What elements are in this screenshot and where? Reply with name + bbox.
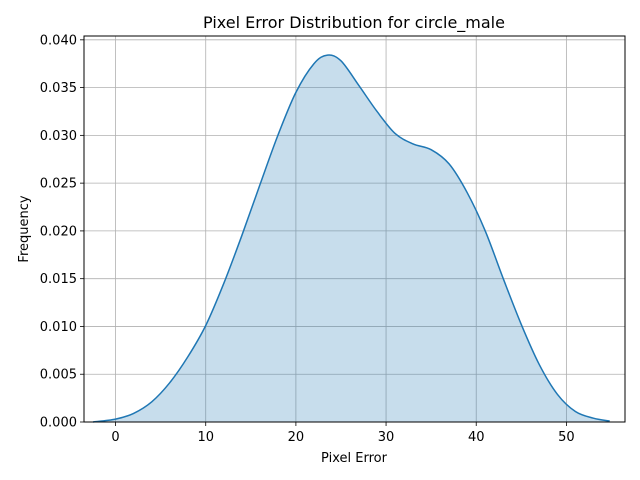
x-axis-label: Pixel Error xyxy=(321,451,388,466)
axes-frame xyxy=(83,35,626,423)
x-tick-label: 0 xyxy=(111,430,119,445)
y-tick-label: 0.020 xyxy=(40,224,77,239)
plot-area xyxy=(92,54,610,423)
x-tick-label: 20 xyxy=(288,430,305,445)
x-ticks: 0 10 20 30 40 50 xyxy=(111,422,575,445)
y-ticks: 0.000 0.005 0.010 0.015 0.020 0.025 0.030 0.035… xyxy=(40,33,84,431)
chart-title: Pixel Error Distribution for circle_male xyxy=(203,13,505,33)
y-tick-label: 0.030 xyxy=(40,129,77,144)
x-tick-label: 50 xyxy=(558,430,575,445)
x-tick-label: 40 xyxy=(468,430,485,445)
grid xyxy=(84,36,625,423)
x-tick-label: 30 xyxy=(378,430,395,445)
y-tick-label: 0.000 xyxy=(40,416,77,431)
x-tick-label: 10 xyxy=(197,430,214,445)
y-tick-label: 0.010 xyxy=(40,320,77,335)
y-tick-label: 0.015 xyxy=(40,272,77,287)
y-axis-label: Frequency xyxy=(17,195,32,262)
y-tick-label: 0.005 xyxy=(40,368,77,383)
density-line xyxy=(92,54,610,423)
y-tick-label: 0.035 xyxy=(40,81,77,96)
y-tick-label: 0.040 xyxy=(40,33,77,48)
y-tick-label: 0.025 xyxy=(40,177,77,192)
density-area xyxy=(93,55,610,422)
